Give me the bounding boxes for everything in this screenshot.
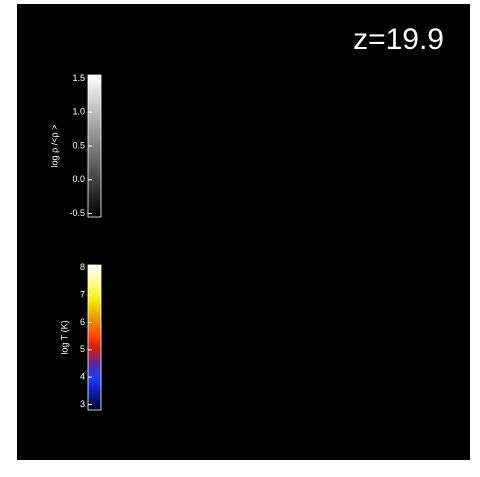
colorbar-label: log ρ /<ρ > (49, 125, 59, 168)
tick-label: 6 (80, 317, 85, 327)
tick-label: 0.5 (72, 140, 85, 150)
colorbar-label: log T (K) (59, 320, 69, 354)
tick-label: 1.0 (72, 107, 85, 117)
tick-label: 4 (80, 372, 85, 382)
tick-label: 8 (80, 262, 85, 272)
tick-label: 3 (80, 399, 85, 409)
colorbar (88, 265, 101, 410)
tick-label: 5 (80, 344, 85, 354)
screenshot: z=19.9 log ρ /<ρ > 1.5 1.0 0.5 0.0 -0.5 log T … (0, 0, 480, 477)
redshift-label: z=19.9 (353, 23, 444, 56)
tick-label: 7 (80, 289, 85, 299)
tick-label: -0.5 (69, 208, 85, 218)
tick-label: 0.0 (72, 174, 85, 184)
tick-label: 1.5 (72, 73, 85, 83)
